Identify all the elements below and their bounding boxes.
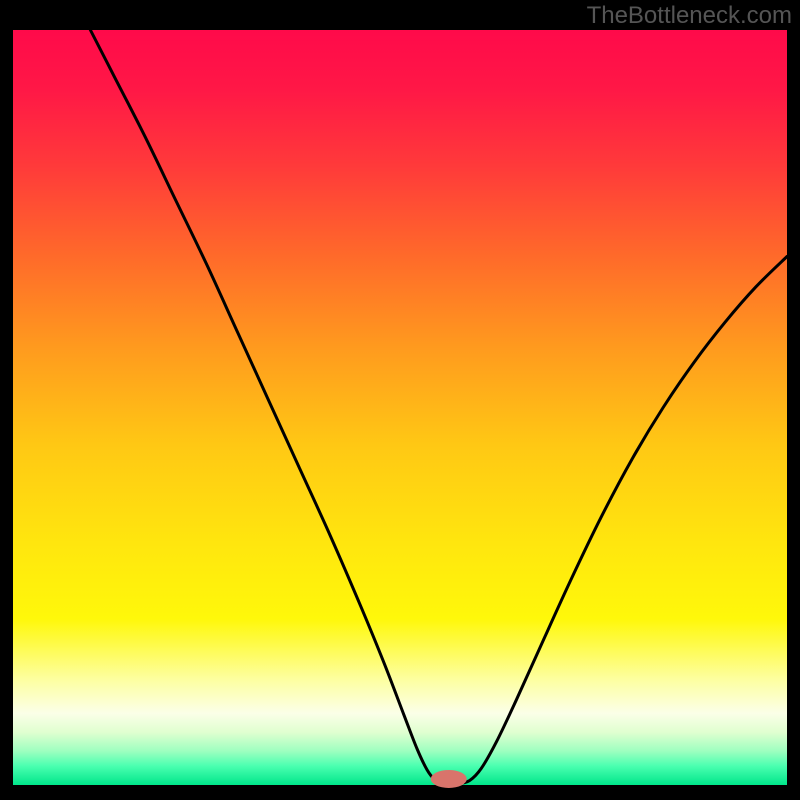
- bottleneck-chart: [0, 0, 800, 800]
- plot-background: [13, 30, 787, 785]
- watermark-text: TheBottleneck.com: [587, 2, 792, 30]
- optimum-marker: [431, 770, 467, 788]
- chart-canvas: TheBottleneck.com: [0, 0, 800, 800]
